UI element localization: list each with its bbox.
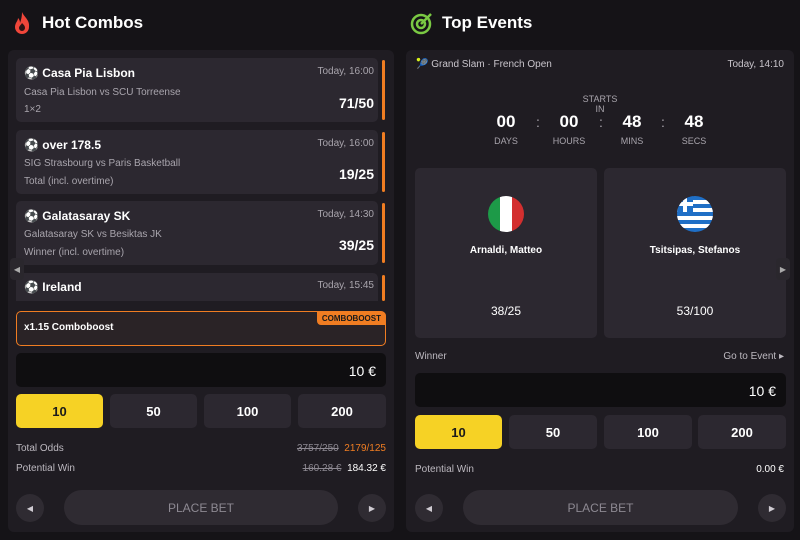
separator: : bbox=[599, 114, 603, 130]
bet-card[interactable] bbox=[16, 58, 378, 122]
bet-market: Total (incl. overtime) bbox=[24, 176, 114, 187]
market-label: Winner bbox=[415, 351, 447, 362]
bet-match: SIG Strasbourg vs Paris Basketball bbox=[24, 158, 181, 169]
bet-card[interactable] bbox=[16, 130, 378, 194]
text: Galatasaray SK bbox=[42, 209, 131, 223]
separator: : bbox=[536, 114, 540, 130]
place-bet-button[interactable]: PLACE BET bbox=[64, 490, 338, 525]
separator: : bbox=[661, 114, 665, 130]
amount-button[interactable]: 200 bbox=[298, 394, 386, 428]
accent bbox=[382, 275, 385, 301]
text: Grand Slam · French Open bbox=[431, 59, 552, 70]
next-button[interactable]: ▶ bbox=[358, 494, 386, 522]
bet-time: Today, 16:00 bbox=[317, 66, 374, 77]
bet-team: ⚽ Casa Pia Lisbon bbox=[24, 66, 135, 80]
event-name: 🎾 Grand Slam · French Open bbox=[416, 59, 552, 70]
fire-icon bbox=[15, 12, 30, 34]
prev-button[interactable]: ◀ bbox=[16, 494, 44, 522]
flag-greece bbox=[677, 196, 713, 232]
amount-button[interactable]: 10 bbox=[16, 394, 103, 428]
old-odds: 3757/250 bbox=[297, 443, 339, 454]
target-icon bbox=[410, 13, 432, 35]
bet-odds: 39/25 bbox=[338, 237, 374, 253]
amount-button[interactable]: 50 bbox=[509, 415, 597, 449]
countdown-value: 00 bbox=[496, 112, 516, 131]
bet-market: Winner (incl. overtime) bbox=[24, 247, 125, 258]
player-name: Tsitsipas, Stefanos bbox=[649, 245, 741, 256]
boost-box bbox=[16, 311, 386, 346]
scroll-left[interactable]: ◀ bbox=[10, 258, 24, 280]
amount-button[interactable]: 100 bbox=[604, 415, 692, 449]
bet-card[interactable] bbox=[16, 273, 378, 301]
bet-card[interactable] bbox=[16, 201, 378, 265]
next-button[interactable]: ▶ bbox=[758, 494, 786, 522]
flag-italy bbox=[488, 196, 524, 232]
accent bbox=[382, 203, 385, 263]
old-win: 160.28 € bbox=[302, 463, 342, 474]
section-title: Hot Combos bbox=[42, 13, 144, 32]
place-bet-button[interactable]: PLACE BET bbox=[463, 490, 738, 525]
total-odds-label: Total Odds bbox=[16, 443, 64, 454]
text: Ireland bbox=[42, 280, 82, 294]
amount-button[interactable]: 100 bbox=[204, 394, 291, 428]
countdown-unit: MINS bbox=[620, 136, 644, 146]
countdown-value: 48 bbox=[684, 112, 704, 131]
boost-label: x1.15 Comboboost bbox=[24, 322, 114, 333]
stake-input[interactable]: 10 € bbox=[415, 373, 786, 407]
player-odds: 38/25 bbox=[490, 304, 522, 318]
potential-win: 0.00 € bbox=[756, 464, 784, 475]
player-odds: 53/100 bbox=[676, 304, 714, 318]
boost-badge: COMBOBOOST bbox=[316, 312, 386, 325]
section-title: Top Events bbox=[442, 13, 533, 32]
countdown-label: STARTS IN bbox=[582, 94, 618, 114]
bet-time: Today, 14:30 bbox=[317, 209, 374, 220]
potential-win-label: Potential Win bbox=[16, 463, 75, 474]
bet-match: Galatasaray SK vs Besiktas JK bbox=[24, 229, 162, 240]
stake-input[interactable]: 10 € bbox=[16, 353, 386, 387]
accent bbox=[382, 60, 385, 120]
bet-match: Casa Pia Lisbon vs SCU Torreense bbox=[24, 87, 181, 98]
new-win: 184.32 € bbox=[347, 463, 386, 474]
potential-win: 160.28 € 184.32 € bbox=[303, 463, 386, 474]
text: Casa Pia Lisbon bbox=[42, 66, 135, 80]
bet-odds: 19/25 bbox=[338, 166, 374, 182]
bet-market: 1×2 bbox=[24, 104, 41, 115]
text: over 178.5 bbox=[42, 138, 101, 152]
bet-team: ⚽ Galatasaray SK bbox=[24, 209, 131, 223]
bet-time: Today, 16:00 bbox=[317, 138, 374, 149]
bet-time: Today, 15:45 bbox=[317, 280, 374, 291]
total-odds: 3757/250 2179/125 bbox=[297, 443, 386, 454]
bet-team: ⚽ Ireland bbox=[24, 280, 82, 294]
countdown-value: 48 bbox=[622, 112, 642, 131]
new-odds: 2179/125 bbox=[344, 443, 386, 454]
countdown-unit: DAYS bbox=[494, 136, 518, 146]
bet-team: ⚽ over 178.5 bbox=[24, 138, 101, 152]
potential-win-label: Potential Win bbox=[415, 464, 474, 475]
amount-button[interactable]: 50 bbox=[110, 394, 197, 428]
scroll-right[interactable]: ▶ bbox=[776, 258, 790, 280]
bet-odds: 71/50 bbox=[338, 95, 374, 111]
amount-button[interactable]: 200 bbox=[698, 415, 786, 449]
accent bbox=[382, 132, 385, 192]
event-link[interactable]: Go to Event ▸ bbox=[723, 351, 784, 362]
countdown-value: 00 bbox=[559, 112, 579, 131]
prev-button[interactable]: ◀ bbox=[415, 494, 443, 522]
amount-button[interactable]: 10 bbox=[415, 415, 502, 449]
event-time: Today, 14:10 bbox=[727, 59, 784, 70]
player-name: Arnaldi, Matteo bbox=[469, 245, 543, 256]
countdown-unit: HOURS bbox=[552, 136, 586, 146]
countdown-unit: SECS bbox=[681, 136, 707, 146]
